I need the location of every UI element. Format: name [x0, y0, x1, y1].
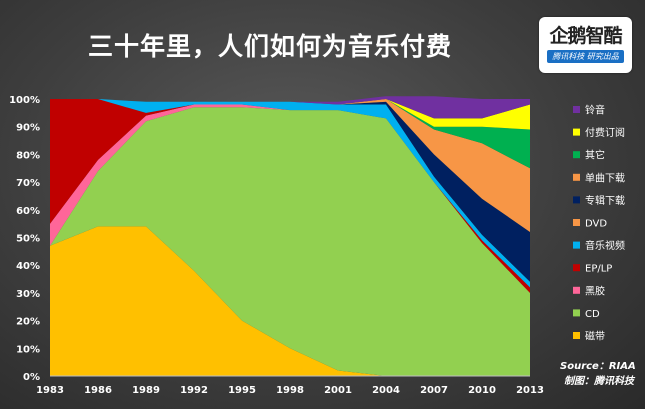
legend-swatch: [573, 173, 580, 181]
x-tick-label: 2001: [324, 385, 352, 396]
area-series-9: [50, 99, 530, 130]
y-tick-label: 40%: [16, 261, 40, 272]
legend-label: DVD: [585, 219, 607, 230]
y-tick-label: 20%: [16, 317, 40, 328]
legend-label: 铃音: [585, 104, 605, 117]
legend-swatch: [573, 264, 580, 272]
x-tick-label: 2010: [468, 385, 496, 396]
y-tick-label: 90%: [16, 123, 40, 134]
x-tick-label: 1992: [180, 385, 208, 396]
area-series-1: [50, 107, 530, 377]
plot-area: [50, 96, 530, 377]
legend-swatch: [573, 332, 580, 339]
legend-label: CD: [585, 309, 600, 320]
legend-label: EP/LP: [585, 264, 612, 275]
x-tick-label: 2013: [516, 385, 544, 396]
y-tick-label: 30%: [16, 289, 40, 300]
y-tick-label: 50%: [16, 234, 40, 245]
x-tick-label: 1986: [84, 385, 112, 396]
y-tick-label: 60%: [16, 206, 40, 217]
x-axis: 1983 1986 1989 1992 1995 1998 2001 2004 2007 2010…: [36, 375, 544, 396]
area-series-4: [50, 99, 530, 288]
x-tick-label: 1989: [132, 385, 160, 396]
y-tick-label: 10%: [16, 344, 40, 355]
x-tick-label: 2007: [420, 385, 448, 396]
legend-swatch: [573, 151, 580, 159]
credit-note: 制图：腾讯科技: [564, 376, 634, 387]
y-tick-label: 80%: [16, 150, 40, 161]
legend-label: 专辑下载: [585, 194, 625, 207]
logo-tagline: 腾讯科技 研究出品: [547, 50, 624, 63]
y-tick-label: 0%: [23, 372, 40, 383]
x-tick-label: 2004: [372, 385, 400, 396]
legend-label: 音乐视频: [585, 239, 625, 252]
y-tick-label: 100%: [9, 95, 40, 106]
legend-swatch: [573, 219, 580, 226]
legend-swatch: [573, 286, 580, 294]
legend-label: 黑胶: [585, 284, 605, 297]
legend-swatch: [573, 128, 580, 136]
brand-logo: 企鹅智酷 腾讯科技 研究出品: [539, 17, 632, 73]
y-tick-label: 70%: [16, 178, 40, 189]
source-note: Source：RIAA: [560, 361, 636, 372]
chart-title: 三十年里，人们如何为音乐付费: [87, 32, 452, 61]
legend-swatch: [573, 309, 580, 317]
legend-label: 单曲下载: [585, 172, 625, 184]
x-tick-label: 1983: [36, 385, 64, 396]
legend-swatch: [573, 196, 580, 204]
logo-text: 企鹅智酷: [549, 25, 622, 47]
area-series-10: [50, 96, 530, 119]
area-series-3: [50, 99, 530, 293]
y-axis: 0% 10% 20% 30% 40% 50% 60% 70% 80% 90% 100%: [9, 95, 40, 383]
legend-swatch: [573, 106, 580, 113]
x-tick-label: 1998: [276, 385, 304, 396]
legend-label: 付费订阅: [585, 126, 625, 139]
legend-swatch: [573, 241, 580, 249]
legend-label: 其它: [585, 149, 605, 162]
area-series-0: [50, 226, 530, 376]
legend-label: 磁带: [585, 330, 605, 343]
x-tick-label: 1995: [228, 385, 256, 396]
